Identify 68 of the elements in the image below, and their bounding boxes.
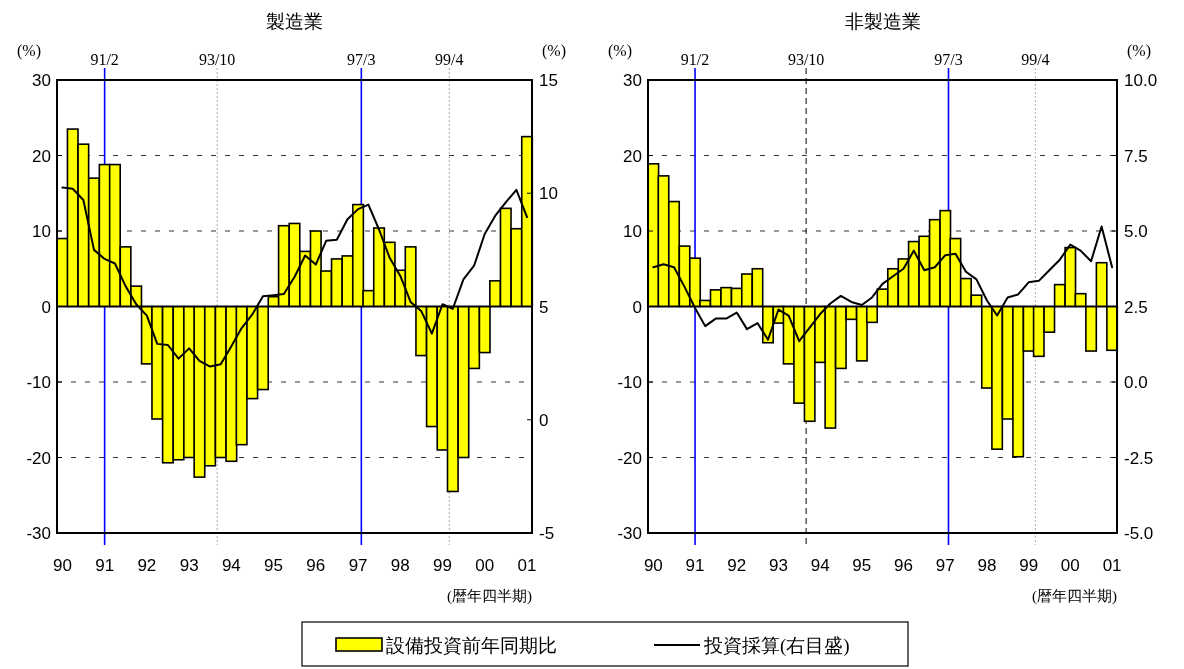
ref-line-label: 91/2 [680,51,710,68]
x-tick-label: 95 [852,556,872,575]
ref-line-label: 99/4 [435,51,464,68]
ref-line-label: 93/10 [787,51,825,68]
y2-tick-label: 0.0 [1124,373,1148,392]
x-tick-label: 96 [306,556,326,575]
x-axis-title: (暦年四半期) [1032,588,1117,605]
y2-tick-label: 0 [539,410,549,430]
y-tick-label: 30 [623,71,642,90]
y-tick-label: -10 [617,373,642,392]
ref-line-label: 93/10 [198,51,236,68]
y-tick-label: 0 [41,297,51,317]
y-tick-label: 20 [32,146,51,166]
y2-tick-label: -5.0 [1124,524,1154,543]
y-tick-label: 10 [32,222,51,241]
y-tick-label: -30 [26,524,51,543]
x-tick-label: 99 [1019,556,1039,575]
x-tick-label: 96 [894,556,913,575]
y2-tick-label: 15 [539,71,558,90]
x-tick-label: 93 [769,556,788,575]
ref-line-label: 97/3 [934,51,963,68]
ref-line-label: 91/2 [90,51,119,68]
ref-line-label: 97/3 [347,51,376,68]
y2-tick-label: 5.0 [1124,222,1148,241]
y2-tick-label: 5 [539,297,549,317]
y2-axis-title: (%) [542,42,566,60]
x-tick-label: 93 [179,556,199,575]
ref-line-label: 99/4 [1021,51,1050,68]
y-tick-label: 20 [623,146,642,166]
y-axis-title: (%) [608,42,632,60]
y2-tick-label: 7.5 [1124,146,1148,166]
y2-tick-label: 10.0 [1124,71,1158,90]
x-axis-title: (暦年四半期) [447,588,532,605]
y-axis-title: (%) [17,42,41,60]
x-tick-label: 91 [685,556,705,575]
x-tick-label: 98 [390,556,410,575]
chart-title: 非製造業 [844,11,921,32]
y2-tick-label: 2.5 [1124,297,1148,317]
x-tick-label: 91 [95,556,115,575]
x-tick-label: 90 [52,556,72,575]
x-tick-label: 95 [264,556,284,575]
y-tick-label: -30 [617,524,642,543]
legend-label: 設備投資前年同期比 [386,635,557,656]
x-tick-label: 92 [137,556,157,575]
x-tick-label: 90 [643,556,663,575]
y2-tick-label: 10 [539,184,558,204]
x-tick-label: 94 [221,556,241,575]
x-tick-label: 99 [433,556,452,575]
y-tick-label: -20 [617,448,642,468]
y-tick-label: -10 [26,373,51,392]
x-tick-label: 00 [475,556,495,575]
x-tick-label: 98 [977,556,997,575]
y2-tick-label: -2.5 [1124,448,1154,468]
y-tick-label: -20 [26,448,51,468]
legend-label: 投資採算(右目盛) [703,635,850,657]
x-tick-label: 00 [1060,556,1080,575]
chart-title: 製造業 [266,11,323,32]
y-tick-label: 10 [623,222,642,241]
x-tick-label: 97 [348,556,368,575]
x-tick-label: 97 [935,556,955,575]
x-tick-label: 01 [1102,556,1122,575]
x-tick-label: 94 [810,556,830,575]
x-tick-label: 01 [517,556,537,575]
y2-axis-title: (%) [1127,42,1151,60]
y-tick-label: 0 [632,297,642,317]
y-tick-label: 30 [32,71,51,90]
x-tick-label: 92 [727,556,747,575]
y2-tick-label: -5 [539,524,555,543]
